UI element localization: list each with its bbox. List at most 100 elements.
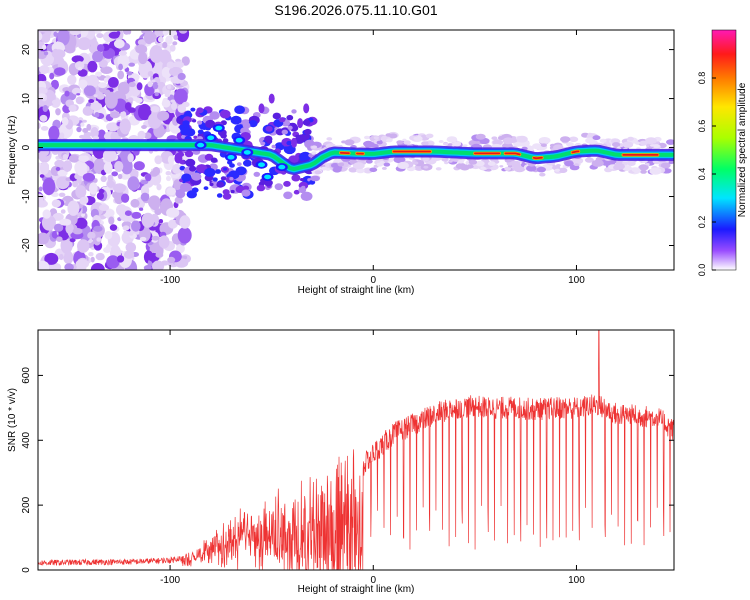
spectral-blob bbox=[166, 187, 176, 196]
spectral-blob bbox=[95, 71, 102, 77]
spectral-blob bbox=[135, 97, 143, 104]
spectral-blob bbox=[108, 31, 120, 39]
y-tick-label: 200 bbox=[21, 496, 32, 513]
spectral-blob bbox=[72, 180, 78, 188]
spectral-blob bbox=[55, 166, 61, 171]
spectral-hotspot bbox=[207, 135, 215, 141]
spectral-blob bbox=[425, 133, 434, 139]
spectral-blob bbox=[438, 140, 444, 143]
spectral-blob bbox=[130, 198, 140, 208]
spectral-blob bbox=[82, 119, 87, 123]
spectral-blob bbox=[182, 120, 190, 127]
spectral-blob bbox=[169, 44, 176, 52]
spectral-blob bbox=[486, 168, 492, 172]
spectral-blob bbox=[190, 107, 196, 112]
spectral-blob bbox=[139, 207, 144, 211]
spectral-blob bbox=[69, 238, 76, 243]
spectral-blob bbox=[93, 225, 103, 232]
spectral-blob bbox=[296, 134, 307, 143]
spectral-blob bbox=[196, 107, 204, 114]
spectral-blob bbox=[65, 255, 75, 262]
spectral-blob bbox=[291, 137, 297, 148]
spectral-blob bbox=[640, 169, 647, 174]
spectral-blob bbox=[421, 141, 429, 146]
spectral-blob bbox=[516, 135, 528, 143]
spectral-blob bbox=[117, 173, 123, 180]
spectral-blob bbox=[60, 209, 66, 214]
spectral-blob bbox=[38, 122, 41, 130]
spectral-blob bbox=[103, 247, 112, 253]
spectral-blob bbox=[152, 166, 161, 176]
spectral-blob bbox=[210, 157, 218, 163]
spectral-blob bbox=[441, 157, 449, 162]
spectral-blob bbox=[39, 161, 50, 175]
spectral-blob bbox=[177, 104, 186, 113]
spectral-blob bbox=[475, 160, 485, 167]
y-tick-label: 600 bbox=[21, 367, 32, 384]
spectral-blob bbox=[51, 199, 62, 208]
spectral-blob bbox=[253, 171, 261, 177]
spectral-blob bbox=[271, 144, 276, 149]
spectral-blob bbox=[363, 140, 374, 147]
spectral-blob bbox=[38, 260, 50, 270]
spectral-blob bbox=[283, 180, 291, 187]
spectral-blob bbox=[76, 93, 81, 96]
spectral-blob bbox=[274, 183, 283, 191]
colorbar-tick-label: 0.6 bbox=[697, 120, 707, 133]
colorbar-tick-label: 0.8 bbox=[697, 72, 707, 85]
colorbar-ticks: 0.0 0.2 0.4 0.6 0.8 bbox=[697, 72, 716, 276]
spectral-blob bbox=[158, 219, 164, 224]
spectral-blob bbox=[180, 182, 192, 192]
spectral-blob bbox=[161, 66, 172, 78]
spectral-blob bbox=[48, 125, 60, 141]
spectral-blob bbox=[258, 103, 265, 114]
spectral-blob bbox=[90, 263, 105, 270]
spectral-blob bbox=[38, 232, 50, 245]
spectral-blob bbox=[256, 184, 266, 192]
snr-xlabel: Height of straight line (km) bbox=[298, 584, 415, 595]
spectral-blob bbox=[113, 39, 125, 49]
spectral-blob bbox=[532, 143, 542, 150]
spectral-blob bbox=[88, 99, 95, 103]
spectral-blob bbox=[454, 141, 461, 145]
spectral-blob bbox=[223, 167, 228, 171]
spectral-blob bbox=[264, 179, 273, 187]
spectral-blob bbox=[52, 48, 59, 57]
x-tick-label: -100 bbox=[160, 275, 180, 286]
spectral-blob bbox=[103, 161, 113, 174]
spectral-blob bbox=[293, 189, 300, 195]
spectral-blob bbox=[148, 195, 161, 209]
spectral-peak-core bbox=[504, 152, 521, 156]
spectral-blob bbox=[304, 128, 312, 136]
spectral-blob bbox=[365, 159, 373, 164]
spectral-blob bbox=[111, 171, 118, 177]
spectral-blob bbox=[121, 193, 130, 203]
spectral-blob bbox=[197, 120, 203, 125]
spectral-blob bbox=[136, 82, 143, 91]
spectrogram-frame bbox=[37, 29, 675, 271]
spectral-blob bbox=[243, 159, 252, 167]
spectral-blob bbox=[157, 36, 164, 43]
spectral-blob bbox=[173, 34, 179, 41]
spectrogram-image bbox=[38, 30, 674, 270]
spectral-blob bbox=[96, 192, 104, 200]
spectral-blob bbox=[38, 93, 46, 99]
spectral-blob bbox=[39, 65, 50, 74]
spectral-blob bbox=[63, 182, 67, 185]
spectral-blob bbox=[475, 133, 486, 140]
spectral-blob bbox=[457, 159, 465, 164]
spectral-blob bbox=[181, 173, 192, 182]
spectral-blob bbox=[107, 174, 114, 182]
spectral-blob bbox=[168, 219, 178, 229]
spectral-blob bbox=[114, 193, 124, 205]
spectral-blob bbox=[443, 142, 448, 146]
spectral-blob bbox=[164, 93, 171, 98]
spectral-blob bbox=[591, 159, 604, 167]
spectral-blob bbox=[138, 103, 152, 121]
spectral-blob bbox=[179, 159, 185, 165]
spectral-blob bbox=[286, 140, 292, 146]
spectral-blob bbox=[566, 142, 574, 147]
spectral-blob bbox=[234, 105, 246, 114]
spectral-blob bbox=[413, 136, 419, 141]
spectral-blob bbox=[569, 164, 580, 171]
